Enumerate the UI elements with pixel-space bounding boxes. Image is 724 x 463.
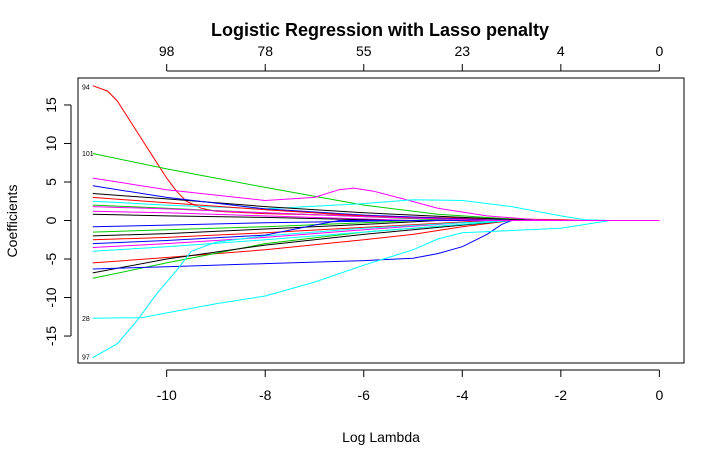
variable-label: 94 (82, 85, 90, 92)
top-tick-label: 98 (159, 43, 175, 59)
y-tick-label: -10 (43, 287, 59, 307)
variable-label: 101 (82, 151, 94, 158)
x-tick-label: -4 (456, 387, 469, 403)
coef-path-series-22 (92, 220, 660, 245)
x-tick-label: -6 (358, 387, 371, 403)
x-tick-label: -8 (259, 387, 272, 403)
coef-path-series-23 (92, 206, 660, 221)
coef-path-series-14 (92, 220, 660, 270)
y-axis-label: Coefficients (4, 185, 20, 258)
x-axis-bottom: -10 -8 -6 -4 -2 0 (157, 369, 663, 403)
series-layer (92, 85, 660, 359)
y-axis-left: -15 -10 -5 0 5 10 15 (43, 97, 72, 346)
top-tick-label: 55 (356, 43, 372, 59)
coef-path-28 (92, 220, 660, 319)
x-tick-label: -10 (157, 387, 177, 403)
x-axis-label: Log Lambda (342, 429, 420, 445)
coef-path-94 (92, 85, 660, 221)
y-tick-label: 10 (43, 135, 59, 151)
top-tick-label: 4 (557, 43, 565, 59)
variable-labels: 94 101 28 97 (82, 85, 94, 362)
variable-label: 28 (82, 316, 90, 323)
coef-path-97 (92, 220, 660, 359)
y-tick-label: 15 (43, 97, 59, 113)
top-tick-label: 0 (655, 43, 663, 59)
coef-path-101 (92, 153, 660, 221)
plot-frame (77, 77, 685, 364)
x-axis-top: 98 78 55 23 4 0 (159, 43, 663, 72)
x-tick-label: 0 (655, 387, 663, 403)
y-tick-label: 0 (43, 216, 59, 224)
y-tick-label: 5 (43, 178, 59, 186)
coef-path-series-2 (92, 177, 660, 221)
top-tick-label: 78 (257, 43, 273, 59)
y-tick-label: -15 (43, 326, 59, 346)
top-tick-label: 23 (455, 43, 471, 59)
y-tick-label: -5 (43, 253, 59, 266)
x-tick-label: -2 (555, 387, 568, 403)
chart-title: Logistic Regression with Lasso penalty (211, 20, 549, 40)
variable-label: 97 (82, 354, 90, 361)
